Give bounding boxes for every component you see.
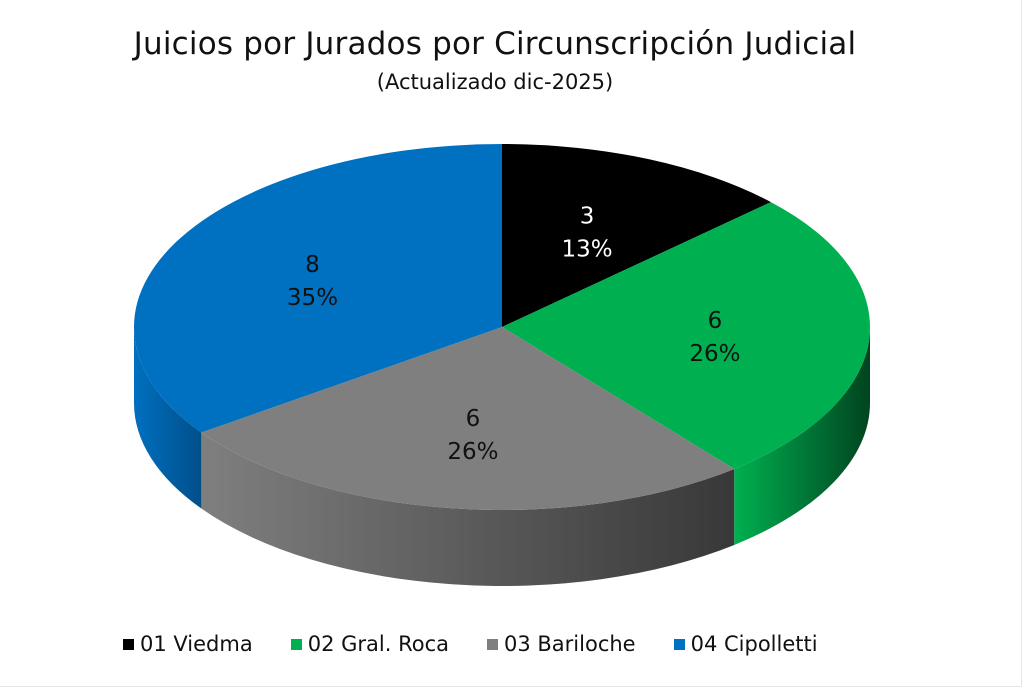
- legend-swatch: [487, 638, 498, 650]
- data-label-percent: 13%: [561, 237, 612, 263]
- legend-label: 03 Bariloche: [504, 632, 636, 656]
- legend-item: 01 Viedma: [123, 632, 253, 656]
- data-label-percent: 26%: [689, 341, 740, 367]
- legend-label: 01 Viedma: [140, 632, 253, 656]
- pie-side-04-cipolletti: [134, 327, 202, 509]
- legend-swatch: [290, 638, 302, 650]
- legend-swatch: [123, 638, 134, 650]
- data-label-percent: 26%: [447, 439, 498, 465]
- data-label-value: 3: [580, 204, 595, 230]
- data-label-value: 8: [305, 252, 320, 278]
- legend-label: 04 Cipolletti: [690, 632, 818, 656]
- legend-item: 04 Cipolletti: [673, 632, 818, 656]
- data-label-value: 6: [708, 308, 723, 334]
- pie-side-02-gral-roca: [734, 327, 870, 545]
- pie-slice-02-gral-roca: [502, 202, 870, 469]
- chart-legend: 01 Viedma 02 Gral. Roca 03 Bariloche 04 Cip…: [123, 632, 818, 656]
- chart-title: Juicios por Jurados por Circunscripción …: [133, 26, 857, 62]
- chart-subtitle: (Actualizado dic-2025): [376, 70, 614, 94]
- pie-slice-03-bariloche: [201, 327, 735, 510]
- data-label-percent: 35%: [287, 285, 338, 311]
- pie-slice-01-viedma: [502, 144, 771, 327]
- data-label-value: 6: [466, 406, 481, 432]
- pie-slice-04-cipolletti: [134, 144, 502, 433]
- pie-side-03-bariloche: [201, 432, 735, 586]
- legend-item: 02 Gral. Roca: [290, 632, 449, 656]
- legend-swatch: [673, 638, 685, 650]
- legend-item: 03 Bariloche: [487, 632, 636, 656]
- legend-label: 02 Gral. Roca: [307, 632, 449, 656]
